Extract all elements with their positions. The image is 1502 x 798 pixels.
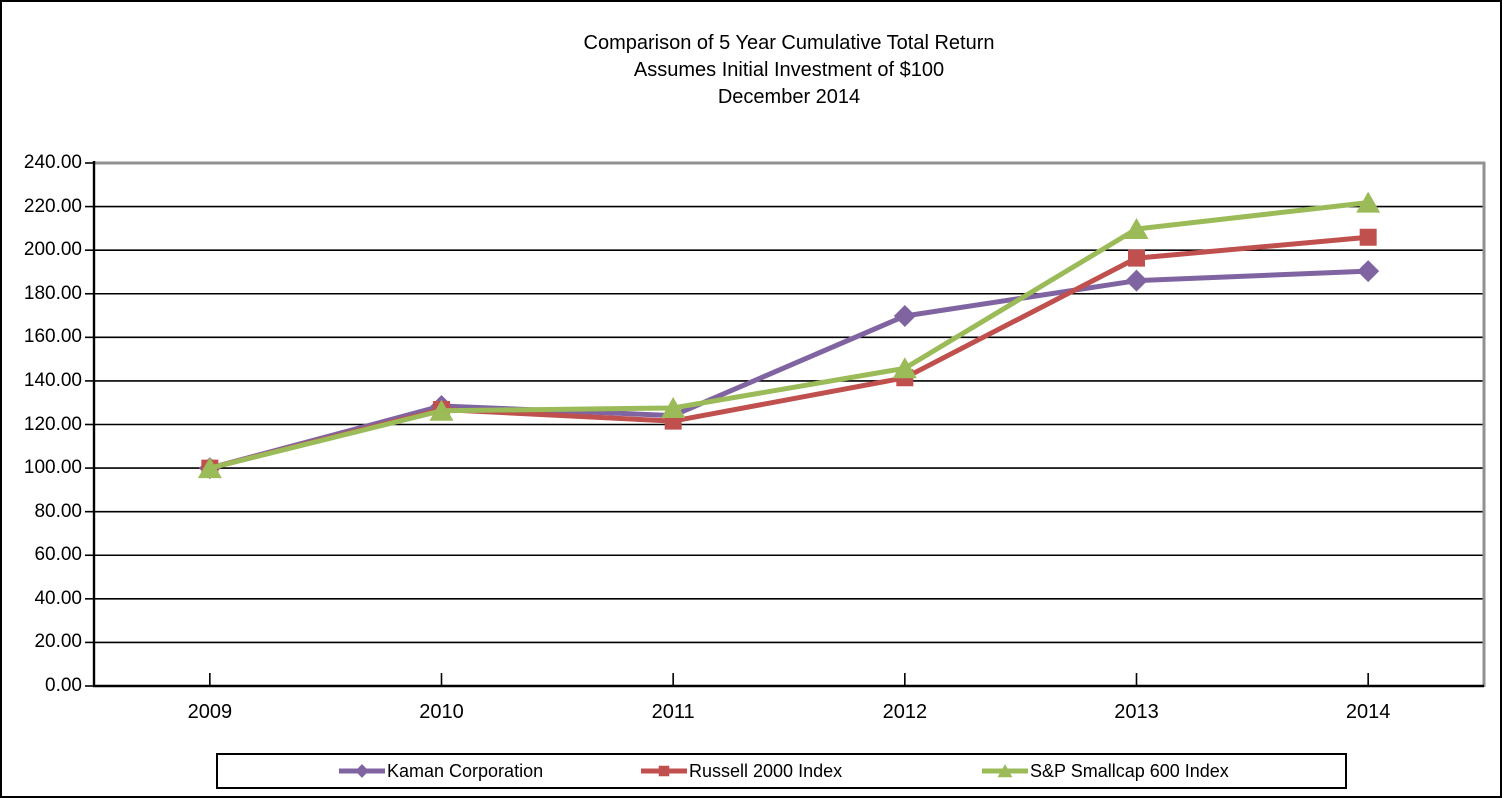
legend-item-kaman-corporation: Kaman Corporation	[339, 755, 543, 787]
chart-title-line2: Assumes Initial Investment of $100	[633, 59, 945, 81]
chart-title-line3: December 2014	[717, 86, 861, 108]
chart-title-line1: Comparison of 5 Year Cumulative Total Re…	[583, 32, 995, 54]
legend-label: Russell 2000 Index	[689, 760, 843, 781]
series-line-s-p-smallcap-600-index	[207, 200, 1371, 471]
data-point-marker-triangle	[661, 396, 686, 418]
y-axis-tick-label: 80.00	[34, 500, 82, 522]
legend-label: Kaman Corporation	[387, 760, 544, 781]
x-axis-tick-label: 2011	[651, 701, 695, 723]
data-point-marker-diamond	[1125, 269, 1148, 292]
x-axis-tick-label: 2009	[187, 701, 233, 723]
y-axis-tick-label: 60.00	[34, 544, 82, 566]
legend-label: S&P Smallcap 600 Index	[1030, 760, 1229, 781]
y-axis-tick-label: 40.00	[34, 587, 82, 609]
data-point-marker-diamond	[893, 304, 916, 327]
data-point-marker-square	[1128, 249, 1145, 267]
chart-title-block: Comparison of 5 Year Cumulative Total Re…	[94, 30, 1484, 111]
x-axis-tick-label: 2010	[419, 701, 464, 723]
legend-item-russell-2000-index: Russell 2000 Index	[641, 755, 842, 787]
y-axis-tick-label: 240.00	[23, 152, 82, 173]
x-axis-tick-label: 2014	[1345, 701, 1391, 723]
legend-swatch-diamond-icon	[339, 764, 385, 778]
data-point-marker-triangle	[429, 399, 454, 421]
series-line-russell-2000-index	[207, 234, 1371, 471]
legend-swatch-triangle-icon	[982, 764, 1028, 778]
series-line-kaman-corporation	[207, 268, 1371, 471]
chart-legend: Kaman Corporation Russell 2000 Index S&P S…	[216, 753, 1347, 789]
x-axis-tick-label: 2013	[1114, 701, 1159, 723]
y-axis-tick-label: 140.00	[23, 369, 82, 391]
y-axis-tick-label: 120.00	[23, 413, 82, 435]
y-axis-tick-label: 200.00	[23, 239, 82, 261]
data-point-marker-triangle	[892, 357, 917, 379]
data-point-marker-triangle	[1356, 191, 1381, 213]
y-axis-tick-label: 180.00	[23, 282, 82, 304]
data-point-marker-triangle	[1124, 217, 1149, 239]
y-axis-tick-label: 220.00	[23, 195, 82, 217]
y-axis-tick-label: 100.00	[23, 457, 82, 479]
legend-swatch-square-icon	[641, 765, 687, 777]
data-point-marker-diamond	[1357, 260, 1380, 283]
y-axis-tick-label: 0.00	[45, 675, 82, 696]
y-axis-tick-label: 160.00	[23, 326, 82, 348]
data-point-marker-triangle	[197, 457, 222, 479]
x-axis-tick-label: 2012	[882, 701, 928, 723]
y-axis-tick-label: 20.00	[34, 631, 82, 653]
data-point-marker-square	[1359, 228, 1377, 246]
legend-item-s-p-smallcap-600-index: S&P Smallcap 600 Index	[982, 755, 1229, 787]
